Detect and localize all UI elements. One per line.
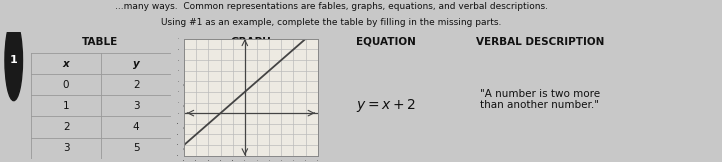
Text: 5: 5 <box>133 143 139 153</box>
Text: 2: 2 <box>63 122 69 132</box>
Text: 0: 0 <box>63 80 69 90</box>
Circle shape <box>5 20 22 101</box>
Text: 1: 1 <box>10 55 17 65</box>
Text: x: x <box>63 58 69 69</box>
Text: 3: 3 <box>63 143 69 153</box>
Text: 2: 2 <box>133 80 139 90</box>
Text: "A number is two more
than another number.": "A number is two more than another numbe… <box>479 89 600 110</box>
Text: TABLE: TABLE <box>82 37 118 47</box>
Text: VERBAL DESCRIPTION: VERBAL DESCRIPTION <box>476 37 604 47</box>
Text: y: y <box>133 58 139 69</box>
Text: EQUATION: EQUATION <box>357 37 416 47</box>
Text: ✓: ✓ <box>182 80 188 89</box>
Text: Using #1 as an example, complete the table by filling in the missing parts.: Using #1 as an example, complete the tab… <box>161 18 502 27</box>
Text: 4: 4 <box>133 122 139 132</box>
Text: ✓: ✓ <box>182 122 188 132</box>
Text: GRAPH: GRAPH <box>230 37 271 47</box>
Text: 1: 1 <box>63 101 69 111</box>
Text: ✓: ✓ <box>182 101 188 110</box>
Text: ✓: ✓ <box>182 144 188 153</box>
Text: 3: 3 <box>133 101 139 111</box>
Text: $y = x + 2$: $y = x + 2$ <box>356 97 417 114</box>
Text: ...many ways.  Common representations are fables, graphs, equations, and verbal : ...many ways. Common representations are… <box>115 2 548 11</box>
